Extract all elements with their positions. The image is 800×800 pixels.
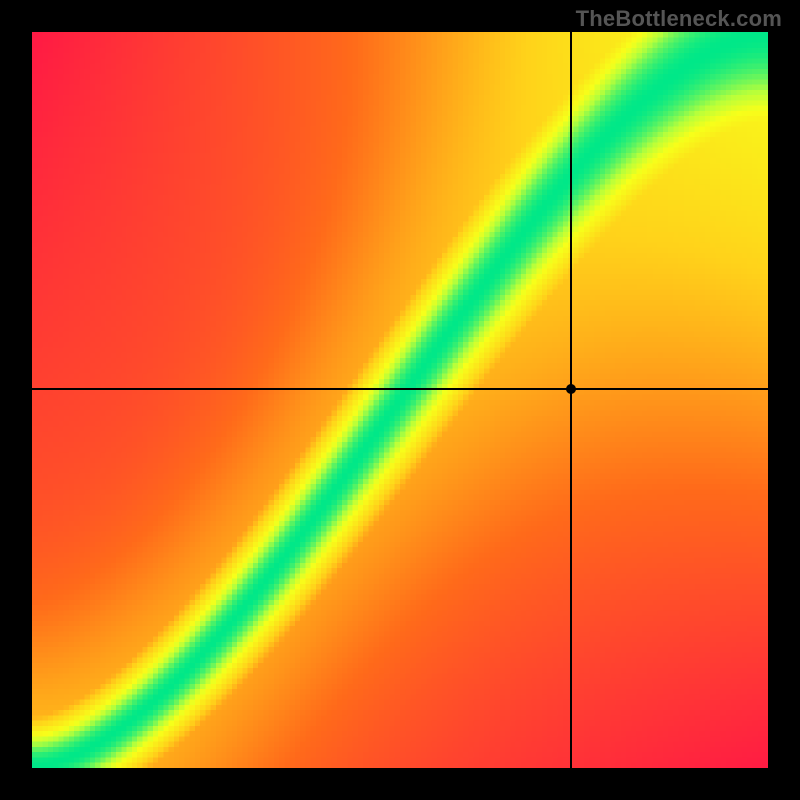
watermark-text: TheBottleneck.com	[576, 6, 782, 32]
crosshair-horizontal	[32, 388, 768, 390]
heatmap-canvas	[32, 32, 768, 768]
heatmap-plot-area	[32, 32, 768, 768]
crosshair-dot[interactable]	[566, 384, 576, 394]
crosshair-vertical	[570, 32, 572, 768]
